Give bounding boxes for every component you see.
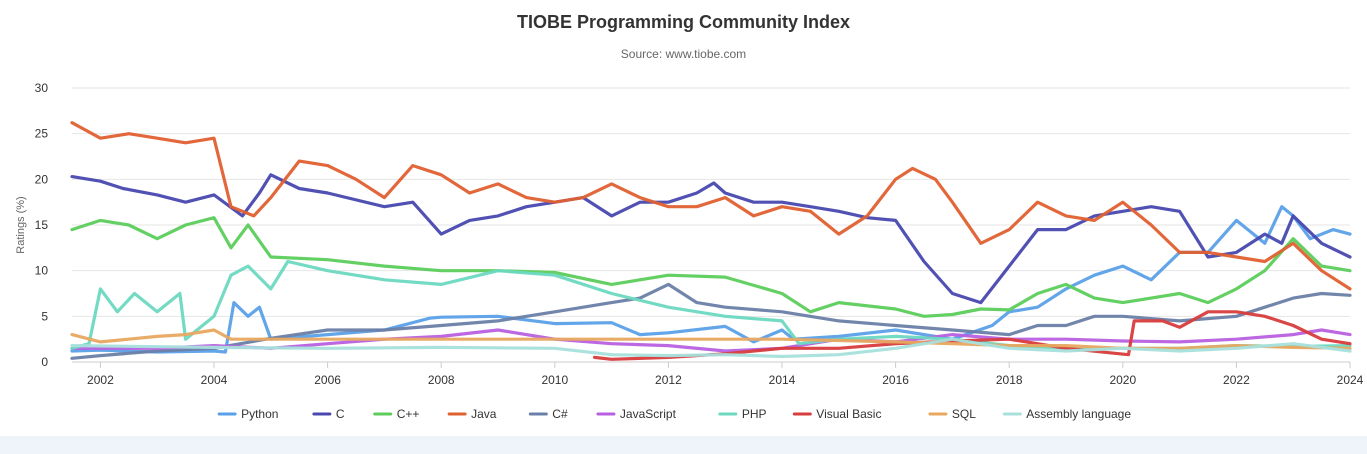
series-line-python[interactable] [70, 205, 1352, 354]
legend-item-php[interactable]: PHP [718, 407, 767, 421]
x-tick-label: 2012 [655, 373, 682, 387]
legend: Python C C++ Java C# JavaScript PHP Visual Basi… [217, 407, 1131, 421]
legend-label: Java [471, 407, 497, 421]
chart-subtitle: Source: www.tiobe.com [620, 47, 747, 61]
legend-item-java[interactable]: Java [447, 407, 497, 421]
series-line-java[interactable] [70, 121, 1352, 291]
series-line-sql[interactable] [70, 328, 1352, 350]
series-layer [70, 121, 1352, 361]
y-tick-label: 10 [35, 264, 49, 278]
x-tick-label: 2014 [769, 373, 796, 387]
legend-label: Assembly language [1026, 407, 1131, 421]
series-line-visual-basic[interactable] [593, 310, 1352, 361]
chart-title: TIOBE Programming Community Index [516, 12, 851, 32]
y-axis: 0 5 10 15 20 25 30 [35, 81, 49, 369]
legend-label: Visual Basic [816, 407, 881, 421]
line-chart: 0 5 10 15 20 25 30 2002 2004 2006 2008 2010 2012 201… [15, 81, 1364, 421]
y-tick-label: 5 [41, 309, 48, 323]
series-line-c-[interactable] [70, 216, 1352, 318]
x-tick-label: 2022 [1223, 373, 1250, 387]
series-line-c[interactable] [70, 173, 1352, 305]
legend-label: JavaScript [620, 407, 677, 421]
x-tick-label: 2002 [87, 373, 114, 387]
legend-item-assembly-language[interactable]: Assembly language [1002, 407, 1131, 421]
legend-label: C# [552, 407, 568, 421]
footer-band [0, 436, 1367, 454]
x-tick-label: 2010 [541, 373, 568, 387]
legend-item-c-[interactable]: C++ [373, 407, 420, 421]
y-tick-label: 25 [35, 127, 49, 141]
legend-item-visual-basic[interactable]: Visual Basic [792, 407, 881, 421]
x-tick-label: 2004 [201, 373, 228, 387]
legend-item-javascript[interactable]: JavaScript [596, 407, 677, 421]
x-tick-label: 2018 [996, 373, 1023, 387]
chart-panel [0, 0, 1367, 436]
legend-item-c-[interactable]: C# [528, 407, 568, 421]
x-tick-label: 2008 [428, 373, 455, 387]
x-tick-label: 2020 [1109, 373, 1136, 387]
series-line-c-[interactable] [70, 282, 1352, 360]
x-axis: 2002 2004 2006 2008 2010 2012 2014 2016 2018 2020… [87, 362, 1364, 387]
legend-label: SQL [952, 407, 976, 421]
legend-item-c[interactable]: C [312, 407, 345, 421]
legend-label: Python [241, 407, 278, 421]
y-tick-label: 15 [35, 218, 49, 232]
grid-lines [72, 87, 1350, 363]
y-tick-label: 20 [35, 172, 49, 186]
y-axis-title: Ratings (%) [15, 196, 27, 253]
legend-label: C++ [397, 407, 420, 421]
y-tick-label: 30 [35, 81, 49, 95]
legend-item-python[interactable]: Python [217, 407, 278, 421]
series-line-php[interactable] [70, 259, 1352, 350]
legend-label: C [336, 407, 345, 421]
series-line-assembly-language[interactable] [70, 337, 1352, 359]
y-tick-label: 0 [41, 355, 48, 369]
x-tick-label: 2024 [1337, 373, 1364, 387]
x-tick-label: 2006 [314, 373, 341, 387]
legend-item-sql[interactable]: SQL [928, 407, 976, 421]
legend-label: PHP [742, 407, 767, 421]
x-tick-label: 2016 [882, 373, 909, 387]
